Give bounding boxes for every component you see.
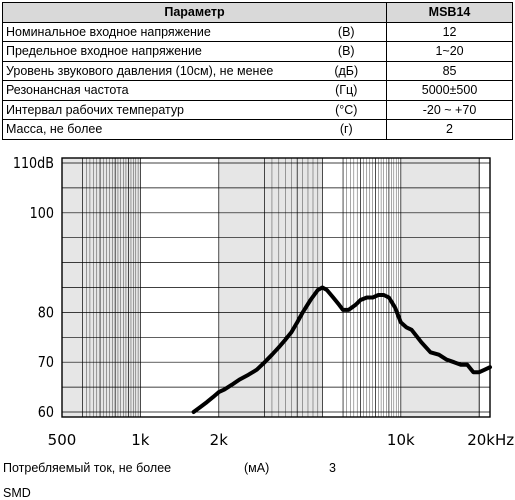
chart-tick-labels: 110dB 100 80 70 60 500 1k 2k 10k 20kHz [13,155,514,449]
y-tick-label: 70 [38,354,54,371]
table-row: Предельное входное напряжение (В) 1~20 [2,41,514,62]
row-param: Интервал рабочих температур [2,99,310,120]
row-unit: (В) [309,21,388,42]
row-value: 2 [386,119,514,140]
x-tick-label: 20kHz [467,431,514,449]
row-unit: (°C) [309,99,388,120]
spec-table-header-row: Параметр MSB14 [1,2,514,23]
table-row: Масса, не более (г) 2 [2,119,514,140]
row-unit: (г) [309,119,388,140]
chart-series [191,285,492,414]
y-tick-label: 110dB [13,155,54,172]
table-row: Номинальное входное напряжение (В) 12 [2,21,514,42]
row-value: 85 [386,60,514,81]
x-tick-label: 500 [48,431,77,449]
x-tick-label: 2k [210,431,229,449]
plot-frame [61,157,491,418]
row-unit: (Гц) [309,80,388,101]
chart-grid [61,157,491,418]
spec-table: Параметр MSB14 Номинальное входное напря… [1,2,514,140]
row-param: Предельное входное напряжение [2,41,310,62]
current-label: Потребляемый ток, не более [3,461,172,475]
header-model: MSB14 [386,2,514,23]
table-row: Интервал рабочих температур (°C) -20 ~ +… [2,99,514,120]
y-tick-label: 100 [30,205,54,222]
table-row: Резонансная частота (Гц) 5000±500 [2,80,514,101]
frequency-response-chart: 110dB 100 80 70 60 500 1k 2k 10k 20kHz [13,155,514,449]
current-unit: (мА) [244,461,270,475]
x-tick-label: 10k [387,431,415,449]
row-value: 12 [386,21,514,42]
row-unit: (В) [309,41,388,62]
row-param: Резонансная частота [2,80,310,101]
row-unit: (дБ) [309,60,388,81]
row-value: 5000±500 [386,80,514,101]
y-tick-label: 60 [38,404,54,421]
current-value: 3 [329,461,336,475]
row-param: Уровень звукового давления (10см), не ме… [2,60,310,81]
row-param: Масса, не более [2,119,310,140]
y-tick-label: 80 [38,304,54,321]
x-tick-label: 1k [131,431,150,449]
row-value: -20 ~ +70 [386,99,514,120]
row-param: Номинальное входное напряжение [2,21,310,42]
mount-type: SMD [3,486,31,500]
response-curve [191,285,492,414]
table-row: Уровень звукового давления (10см), не ме… [2,60,514,81]
header-param: Параметр [1,2,388,23]
row-value: 1~20 [386,41,514,62]
